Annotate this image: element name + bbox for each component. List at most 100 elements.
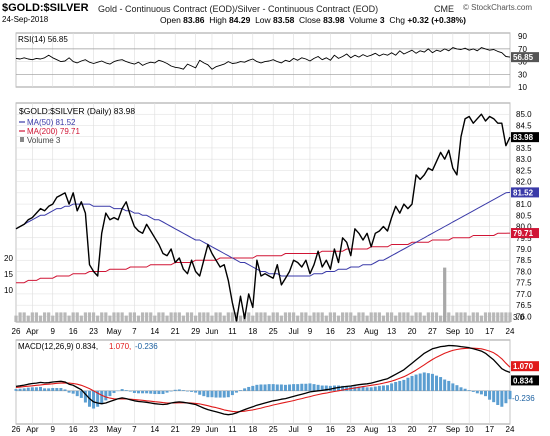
macd-xlabel: 18 bbox=[248, 425, 257, 434]
macd-histogram-bar bbox=[288, 384, 292, 391]
macd-histogram-bar bbox=[451, 383, 455, 391]
volume-bar bbox=[153, 315, 157, 322]
volume-bar bbox=[51, 315, 55, 322]
price-xlabel: Jun bbox=[206, 327, 219, 336]
macd-histogram-bar bbox=[357, 386, 361, 391]
volume-spike-bar bbox=[443, 267, 447, 322]
price-xlabel: 9 bbox=[51, 327, 56, 336]
volume-bar bbox=[438, 315, 443, 322]
macd-histogram-bar bbox=[112, 390, 116, 393]
macd-xlabel: 26 bbox=[12, 425, 21, 434]
price-tick: 76.0 bbox=[516, 312, 532, 321]
volume-bar bbox=[471, 312, 475, 322]
macd-histogram-bar bbox=[206, 390, 210, 398]
date-label: 24-Sep-2018 bbox=[2, 15, 49, 24]
volume-bar bbox=[402, 312, 406, 322]
volume-bar bbox=[410, 315, 414, 322]
volume-bar bbox=[173, 312, 177, 322]
macd-xlabel: 10 bbox=[465, 425, 474, 434]
volume-bar bbox=[247, 312, 251, 322]
volume-bar bbox=[475, 312, 479, 322]
macd-histogram-bar bbox=[43, 388, 47, 391]
price-panel bbox=[15, 102, 511, 323]
volume-bar bbox=[377, 312, 381, 322]
macd-histogram-bar bbox=[435, 375, 439, 391]
price-xlabel: 23 bbox=[346, 327, 355, 336]
macd-histogram-bar bbox=[149, 390, 153, 394]
price-tick: 83.0 bbox=[516, 155, 532, 164]
price-xlabel: 24 bbox=[506, 327, 515, 336]
low-label: Low bbox=[255, 15, 271, 25]
macd-histogram-bar bbox=[247, 386, 251, 391]
macd-histogram-bar bbox=[145, 390, 149, 394]
exchange-label: CME bbox=[434, 4, 454, 14]
macd-histogram-bar bbox=[439, 377, 443, 391]
volume-bar bbox=[238, 315, 243, 322]
volume-bar bbox=[345, 312, 349, 322]
price-tick: 79.5 bbox=[516, 234, 532, 243]
volume-bar bbox=[18, 312, 22, 322]
volume-bar bbox=[320, 312, 324, 322]
macd-last-value-bg bbox=[511, 375, 539, 386]
macd-hist-last-value: -0.236 bbox=[512, 394, 535, 403]
price-tick: 81.0 bbox=[516, 200, 532, 209]
macd-xlabel: 11 bbox=[228, 425, 237, 434]
volume-bar bbox=[259, 312, 263, 322]
volume-bar bbox=[218, 312, 222, 322]
macd-histogram-bar bbox=[222, 390, 226, 398]
macd-xlabel: 27 bbox=[428, 425, 437, 434]
volume-bar bbox=[508, 312, 512, 322]
macd-histogram-bar bbox=[157, 390, 161, 395]
macd-xlabel: 23 bbox=[346, 425, 355, 434]
macd-histogram-bar bbox=[239, 390, 243, 391]
macd-histogram-bar bbox=[410, 375, 414, 391]
volume-bar bbox=[206, 312, 210, 322]
volume-bar bbox=[91, 312, 96, 322]
volume-bar bbox=[430, 312, 435, 322]
price-last-value: 83.98 bbox=[513, 133, 534, 142]
macd-signal-last-value-bg bbox=[511, 361, 539, 372]
volume-bar bbox=[390, 312, 394, 322]
macd-histogram-bar bbox=[475, 390, 479, 394]
macd-histogram-bar bbox=[128, 390, 132, 392]
volume-bar bbox=[75, 312, 79, 322]
macd-histogram-bar bbox=[47, 388, 51, 391]
volume-bar bbox=[214, 312, 218, 322]
price-tick: 83.5 bbox=[516, 144, 532, 153]
macd-histogram-bar bbox=[406, 377, 410, 391]
volume-bar bbox=[316, 312, 320, 322]
macd-histogram-bar bbox=[230, 390, 234, 396]
macd-histogram-bar bbox=[92, 390, 96, 409]
volume-bar bbox=[328, 312, 332, 322]
volume-bar bbox=[292, 312, 296, 322]
macd-histogram-bar bbox=[71, 390, 75, 394]
macd-histogram-bar bbox=[18, 388, 22, 391]
macd-histogram-bar bbox=[341, 385, 345, 391]
macd-histogram-bar bbox=[177, 389, 181, 391]
watermark: © StockCharts.com bbox=[463, 3, 533, 12]
volume-bar bbox=[414, 312, 418, 322]
volume-bar bbox=[434, 312, 439, 322]
volume-bar bbox=[353, 315, 357, 322]
volume-bar bbox=[14, 315, 18, 322]
volume-bar bbox=[87, 312, 92, 322]
macd-histogram-bar bbox=[218, 390, 222, 398]
price-xlabel: May bbox=[106, 327, 121, 336]
low-value: 83.58 bbox=[273, 15, 295, 25]
volume-bar bbox=[361, 312, 365, 322]
macd-histogram-bar bbox=[202, 390, 206, 397]
price-xlabel: 23 bbox=[89, 327, 98, 336]
volume-bar bbox=[181, 315, 185, 322]
macd-histogram-bar bbox=[504, 390, 508, 404]
price-xlabel: Sep bbox=[446, 327, 461, 336]
volume-bar bbox=[157, 312, 161, 322]
price-tick: 77.5 bbox=[516, 279, 532, 288]
price-tick: 78.5 bbox=[516, 256, 532, 265]
volume-bar bbox=[255, 312, 259, 322]
macd-histogram-bar bbox=[394, 382, 398, 391]
price-tick: 79.0 bbox=[516, 245, 532, 254]
volume-bar bbox=[177, 312, 181, 322]
macd-histogram-bar bbox=[308, 383, 312, 391]
macd-histogram-bar bbox=[471, 390, 475, 392]
symbol-title: $GOLD:$SILVER bbox=[2, 2, 89, 14]
